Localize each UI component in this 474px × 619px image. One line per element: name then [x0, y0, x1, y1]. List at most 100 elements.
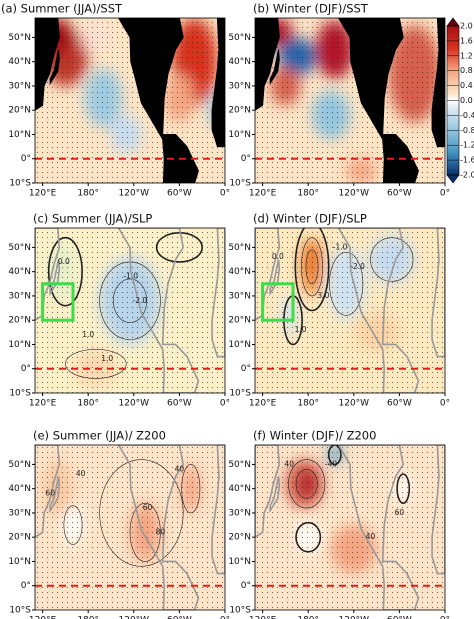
- lon-tick-label: 0°: [220, 189, 230, 199]
- land: [431, 18, 445, 148]
- panel-title: (f) Winter (DJF)/ Z200: [253, 429, 376, 443]
- land: [118, 18, 199, 183]
- land: [337, 445, 420, 610]
- lat-tick-label: 50°N: [8, 33, 31, 43]
- lon-tick-label: 120°E: [249, 189, 277, 199]
- lat-tick-label: 40°N: [8, 57, 31, 67]
- contour-line: [370, 237, 414, 282]
- lon-tick-label: 180°: [297, 189, 319, 199]
- land: [35, 18, 60, 111]
- contour-label: 0.0: [58, 257, 70, 266]
- map-frame: [34, 17, 226, 184]
- lat-tick-label: 40°N: [8, 267, 31, 277]
- lat-tick-label: 30°N: [228, 291, 251, 301]
- map-content: 60 40 60 80 40: [35, 445, 225, 610]
- map-content: [35, 18, 225, 183]
- land: [211, 228, 225, 358]
- contour-line: [65, 349, 127, 379]
- contour-label: 40: [76, 469, 86, 478]
- contour-line: [63, 505, 83, 545]
- colorbar-label: 1.2: [460, 51, 473, 60]
- lon-tick-label: 120°W: [119, 399, 150, 409]
- lon-tick-label: 120°W: [339, 399, 370, 409]
- lon-tick-label: 0°: [220, 616, 230, 619]
- contour-line: [181, 464, 201, 514]
- panel-title: (a) Summer (JJA)/SST: [1, 2, 123, 16]
- lat-tick-label: 50°N: [228, 243, 251, 253]
- contour-label: -2.0: [350, 262, 365, 271]
- lat-tick-label: 10°N: [228, 340, 251, 350]
- lon-tick-label: 180°: [77, 616, 99, 619]
- contour-label: -1.0: [123, 272, 138, 281]
- lon-tick-label: 180°: [297, 616, 319, 619]
- lat-tick-label: 30°N: [228, 508, 251, 518]
- lat-tick-label: 10°S: [9, 179, 31, 189]
- land: [35, 445, 61, 539]
- colorbar-label: 1.6: [460, 36, 473, 45]
- lat-tick-label: 50°N: [228, 460, 251, 470]
- contour-line: [294, 228, 330, 312]
- lat-tick-label: 30°N: [8, 291, 31, 301]
- contour-line: [327, 445, 342, 466]
- contour-line: [288, 459, 326, 509]
- lat-tick-label: 0°: [21, 364, 31, 374]
- panel-title: (e) Summer (JJA)/ Z200: [33, 429, 166, 443]
- map-content: 0.0 1.0 -1.0 -2.0 1.0: [35, 228, 225, 393]
- lat-tick-label: 30°N: [8, 81, 31, 91]
- colorbar-label: -1.6: [460, 156, 474, 165]
- lon-tick-label: 60°W: [167, 189, 192, 199]
- lon-tick-label: 120°E: [29, 399, 57, 409]
- colorbar-label: -0.4: [460, 111, 474, 120]
- lat-tick-label: 10°S: [9, 606, 31, 616]
- lon-tick-label: 60°W: [387, 399, 412, 409]
- contour-label: 60: [143, 503, 153, 512]
- contour-line: [396, 473, 411, 505]
- contour-label: 40: [175, 464, 185, 473]
- lat-tick-label: 50°N: [8, 460, 31, 470]
- lat-tick-label: 0°: [241, 581, 251, 591]
- colorbar-label: -2.0: [460, 171, 474, 180]
- land: [49, 476, 61, 514]
- lat-tick-label: 40°N: [228, 267, 251, 277]
- land: [269, 476, 281, 514]
- lat-tick-label: 20°N: [228, 106, 251, 116]
- map-panel: 60 40 60 80 40 (e) Summer (JJA)/ Z200 50°N 40°N…: [8, 429, 230, 619]
- land: [255, 445, 281, 539]
- contour-line: [301, 237, 323, 297]
- panel-title: (c) Summer (JJA)/SLP: [33, 212, 152, 226]
- contour-line: [295, 521, 322, 553]
- land: [49, 49, 60, 86]
- land: [431, 228, 445, 358]
- land: [211, 445, 225, 575]
- lat-tick-label: 20°N: [228, 316, 251, 326]
- panel-title: (d) Winter (DJF)/SLP: [253, 212, 367, 226]
- map-frame: [34, 227, 226, 394]
- lon-tick-label: 120°W: [339, 189, 370, 199]
- lat-tick-label: 0°: [241, 154, 251, 164]
- lat-tick-label: 10°N: [8, 557, 31, 567]
- colorbar-label: 0.4: [460, 81, 473, 90]
- lon-tick-label: 60°W: [167, 399, 192, 409]
- contour-label: 3.0: [317, 291, 329, 300]
- lon-tick-label: 0°: [440, 189, 450, 199]
- lon-tick-label: 60°W: [387, 189, 412, 199]
- contour-line: [155, 232, 203, 263]
- land: [337, 228, 420, 393]
- land: [269, 49, 280, 86]
- contour-label: -40: [325, 459, 337, 468]
- colorbar-label: 0.0: [460, 96, 473, 105]
- lon-tick-label: 60°W: [387, 616, 412, 619]
- land: [431, 445, 445, 575]
- contour-label: 80: [156, 527, 166, 536]
- lon-tick-label: 180°: [297, 399, 319, 409]
- lat-tick-label: 0°: [21, 581, 31, 591]
- colorbar-extend: [446, 174, 460, 184]
- contour-line: [305, 249, 319, 285]
- lat-tick-label: 10°N: [8, 130, 31, 140]
- contour-line: [329, 251, 364, 316]
- contour-label: -1.0: [333, 242, 348, 251]
- lat-tick-label: 50°N: [228, 33, 251, 43]
- lon-tick-label: 0°: [440, 616, 450, 619]
- lat-tick-label: 0°: [241, 364, 251, 374]
- contour-line: [112, 278, 148, 323]
